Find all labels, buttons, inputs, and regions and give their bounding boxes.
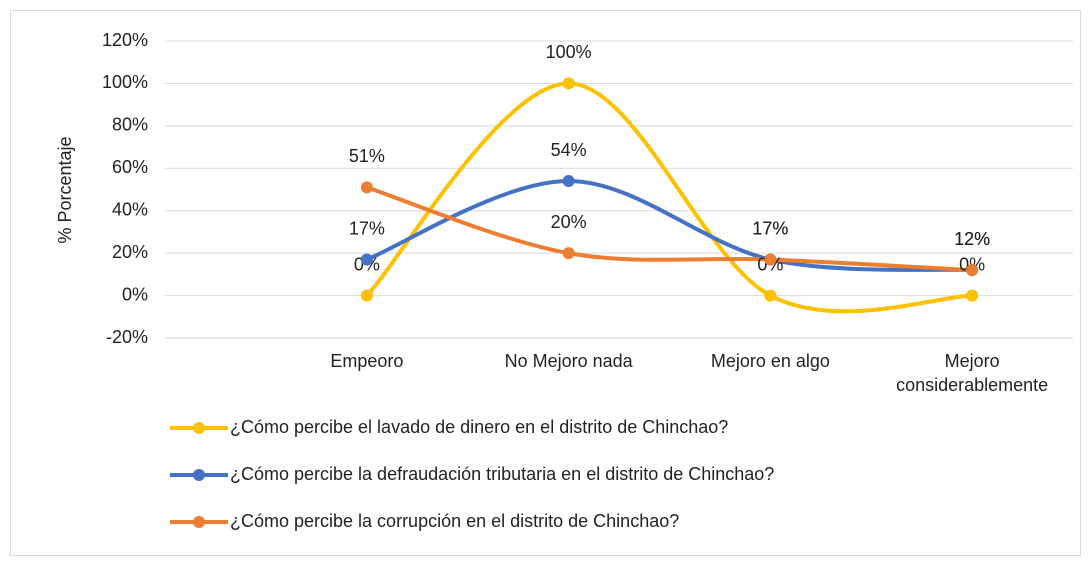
data-point [360, 289, 373, 302]
y-tick-label: 100% [102, 72, 148, 92]
data-point [966, 264, 979, 277]
x-tick-label: Empeoro [330, 351, 403, 371]
x-tick-label: No Mejoro nada [505, 351, 634, 371]
y-tick-label: 40% [112, 199, 148, 219]
x-tick-label: Mejoro considerablemente [896, 351, 1048, 395]
legend-marker [193, 422, 205, 434]
data-point [562, 77, 575, 90]
legend-label: ¿Cómo percibe la corrupción en el distri… [230, 511, 679, 531]
y-axis-label: % Porcentaje [55, 136, 75, 243]
legend-label: ¿Cómo percibe la defraudación tributaria… [230, 464, 774, 484]
data-label: 12% [954, 229, 990, 249]
data-label: 51% [349, 146, 385, 166]
data-point [764, 253, 777, 266]
data-point [360, 181, 373, 194]
legend-marker [193, 516, 205, 528]
data-label: 17% [752, 218, 788, 238]
legend-marker [193, 469, 205, 481]
y-tick-label: 0% [122, 284, 148, 304]
chart-frame [10, 10, 1081, 556]
series-line [364, 179, 975, 273]
data-point [764, 289, 777, 302]
data-label: 17% [752, 218, 788, 238]
y-tick-label: 20% [112, 242, 148, 262]
data-label: 100% [546, 42, 592, 62]
data-point [966, 289, 979, 302]
y-tick-label: 80% [112, 115, 148, 135]
data-label: 12% [954, 229, 990, 249]
series-line [364, 81, 975, 314]
data-label: 17% [349, 218, 385, 238]
x-tick-label: Mejoro en algo [711, 351, 830, 371]
y-tick-label: 60% [112, 157, 148, 177]
data-label: 54% [551, 140, 587, 160]
data-point [562, 175, 575, 188]
data-label: 20% [551, 212, 587, 232]
data-point [562, 247, 575, 260]
y-tick-label: -20% [106, 327, 148, 347]
data-point [360, 253, 373, 266]
series-line [364, 185, 975, 273]
y-tick-label: 120% [102, 30, 148, 50]
legend-label: ¿Cómo percibe el lavado de dinero en el … [230, 417, 728, 437]
